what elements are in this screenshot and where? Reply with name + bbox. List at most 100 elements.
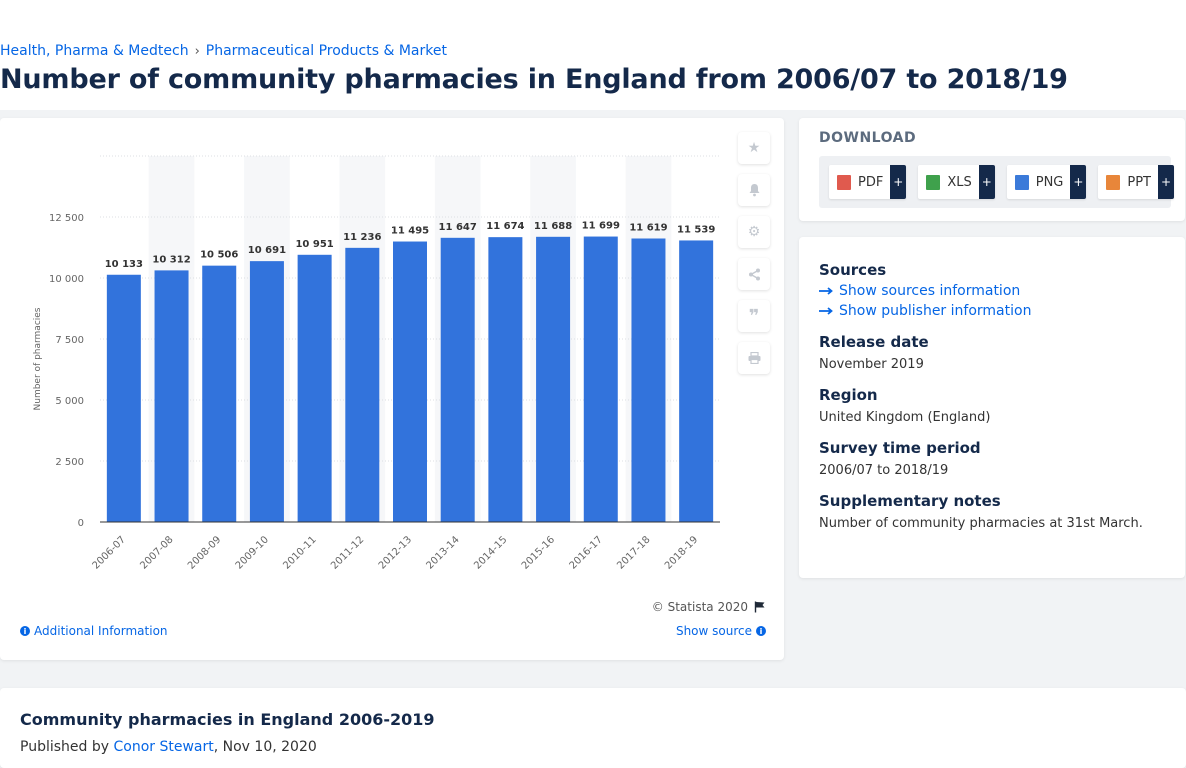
share-button[interactable]: [738, 258, 770, 290]
bar: [536, 236, 571, 522]
x-tick-label: 2013-14: [424, 534, 461, 571]
quote-icon: ❞: [748, 305, 760, 327]
page-title: Number of community pharmacies in Englan…: [0, 64, 1068, 95]
download-ppt-button[interactable]: PPT +: [1098, 165, 1174, 199]
arrow-right-icon: [819, 307, 833, 315]
chart-toolbar: ★ ⚙ ❞: [738, 132, 772, 384]
supplementary-notes-value: Number of community pharmacies at 31st M…: [819, 516, 1143, 531]
chart-card: 0 2 500 5 000 7 500 10 000 12 500 Number of ph…: [0, 118, 784, 660]
arrow-right-icon: [819, 287, 833, 295]
download-buttons: PDF + XLS + PNG + PPT +: [819, 156, 1174, 208]
breadcrumb-item-pharmaceutical[interactable]: Pharmaceutical Products & Market: [205, 43, 447, 59]
survey-period-value: 2006/07 to 2018/19: [819, 463, 949, 478]
bar: [154, 270, 189, 522]
plus-icon: +: [1158, 165, 1174, 199]
supplementary-notes-section: Supplementary notes Number of community …: [819, 492, 1169, 531]
show-publisher-link[interactable]: Show publisher information: [819, 303, 1169, 319]
additional-information-label: Additional Information: [34, 624, 168, 638]
data-label: 11 699: [582, 221, 620, 232]
settings-button[interactable]: ⚙: [738, 216, 770, 248]
bell-icon: [749, 184, 759, 197]
flag-icon[interactable]: [754, 601, 766, 613]
data-label: 11 647: [439, 222, 477, 233]
bar-chart: 0 2 500 5 000 7 500 10 000 12 500 Number of ph…: [33, 155, 720, 572]
pdf-file-icon: [837, 174, 851, 190]
copyright-text: © Statista 2020: [651, 600, 748, 614]
print-button[interactable]: [738, 342, 770, 374]
y-tick-label: 0: [78, 518, 84, 529]
data-label: 10 133: [105, 259, 143, 270]
x-tick-label: 2014-15: [472, 534, 509, 571]
x-tick-label: 2016-17: [568, 534, 605, 571]
y-tick-label: 5 000: [55, 396, 84, 407]
additional-information-link[interactable]: i Additional Information: [20, 624, 168, 638]
data-label: 11 619: [629, 222, 667, 233]
download-title: DOWNLOAD: [819, 130, 917, 146]
bar: [106, 274, 141, 522]
favorite-button[interactable]: ★: [738, 132, 770, 164]
x-tick-label: 2015-16: [520, 534, 557, 571]
x-tick-label: 2006-07: [91, 534, 128, 571]
gear-icon: ⚙: [747, 224, 761, 240]
breadcrumb: Health, Pharma & Medtech › Pharmaceutica…: [0, 43, 447, 59]
data-label: 11 236: [343, 232, 381, 243]
show-source-label: Show source: [675, 624, 752, 638]
y-axis-label: Number of pharmacies: [33, 307, 43, 410]
bar: [440, 237, 475, 522]
survey-period-section: Survey time period 2006/07 to 2018/19: [819, 439, 1169, 478]
data-label: 11 495: [391, 226, 429, 237]
notification-button[interactable]: [738, 174, 770, 206]
plus-icon: +: [978, 165, 995, 199]
data-label: 10 312: [152, 254, 190, 265]
bar: [631, 238, 666, 522]
publication-card: Community pharmacies in England 2006-201…: [0, 688, 1186, 768]
data-label: 11 539: [677, 224, 715, 235]
download-pdf-label: PDF: [858, 174, 884, 190]
info-icon: i: [756, 626, 766, 636]
png-file-icon: [1014, 174, 1029, 190]
bar: [679, 240, 714, 522]
sources-title: Sources: [819, 261, 887, 279]
show-source-link[interactable]: Show source i: [676, 624, 766, 638]
x-tick-label: 2007-08: [138, 534, 175, 571]
download-pdf-button[interactable]: PDF +: [829, 165, 907, 199]
xls-file-icon: [926, 174, 941, 190]
publication-byline: Published by Conor Stewart, Nov 10, 2020: [20, 739, 317, 755]
bar: [583, 236, 618, 522]
download-png-button[interactable]: PNG +: [1006, 165, 1087, 199]
print-icon: [748, 352, 760, 364]
y-tick-label: 12 500: [49, 213, 84, 224]
bar: [393, 241, 427, 522]
download-card: DOWNLOAD PDF + XLS + PNG + PPT +: [799, 118, 1185, 221]
breadcrumb-separator: ›: [194, 43, 200, 59]
x-tick-label: 2008-09: [186, 534, 223, 571]
show-sources-link[interactable]: Show sources information: [819, 283, 1169, 299]
y-tick-label: 2 500: [55, 457, 84, 468]
data-label: 10 951: [295, 239, 333, 250]
data-label: 10 691: [248, 245, 286, 256]
data-label: 11 674: [486, 221, 524, 232]
data-label: 10 506: [200, 250, 238, 261]
publication-date: , Nov 10, 2020: [213, 739, 317, 755]
survey-period-title: Survey time period: [819, 439, 981, 457]
bar: [249, 261, 284, 522]
region-title: Region: [819, 386, 878, 404]
download-xls-button[interactable]: XLS +: [918, 165, 995, 199]
star-icon: ★: [747, 140, 761, 156]
region-section: Region United Kingdom (England): [819, 386, 1169, 425]
plus-icon: +: [1070, 165, 1087, 199]
y-tick-label: 10 000: [49, 274, 84, 285]
supplementary-notes-title: Supplementary notes: [819, 492, 1001, 510]
plus-icon: +: [890, 165, 907, 199]
author-link[interactable]: Conor Stewart: [113, 739, 214, 755]
breadcrumb-item-health[interactable]: Health, Pharma & Medtech: [0, 43, 189, 59]
x-tick-label: 2009-10: [234, 534, 271, 571]
release-date-title: Release date: [819, 333, 929, 351]
data-label: 11 688: [534, 221, 572, 232]
sources-section: Sources Show sources information Show pu…: [819, 261, 1169, 319]
share-icon: [748, 268, 760, 280]
y-tick-label: 7 500: [55, 335, 84, 346]
release-date-section: Release date November 2019: [819, 333, 1169, 372]
cite-button[interactable]: ❞: [738, 300, 770, 332]
x-tick-label: 2018-19: [663, 534, 700, 571]
